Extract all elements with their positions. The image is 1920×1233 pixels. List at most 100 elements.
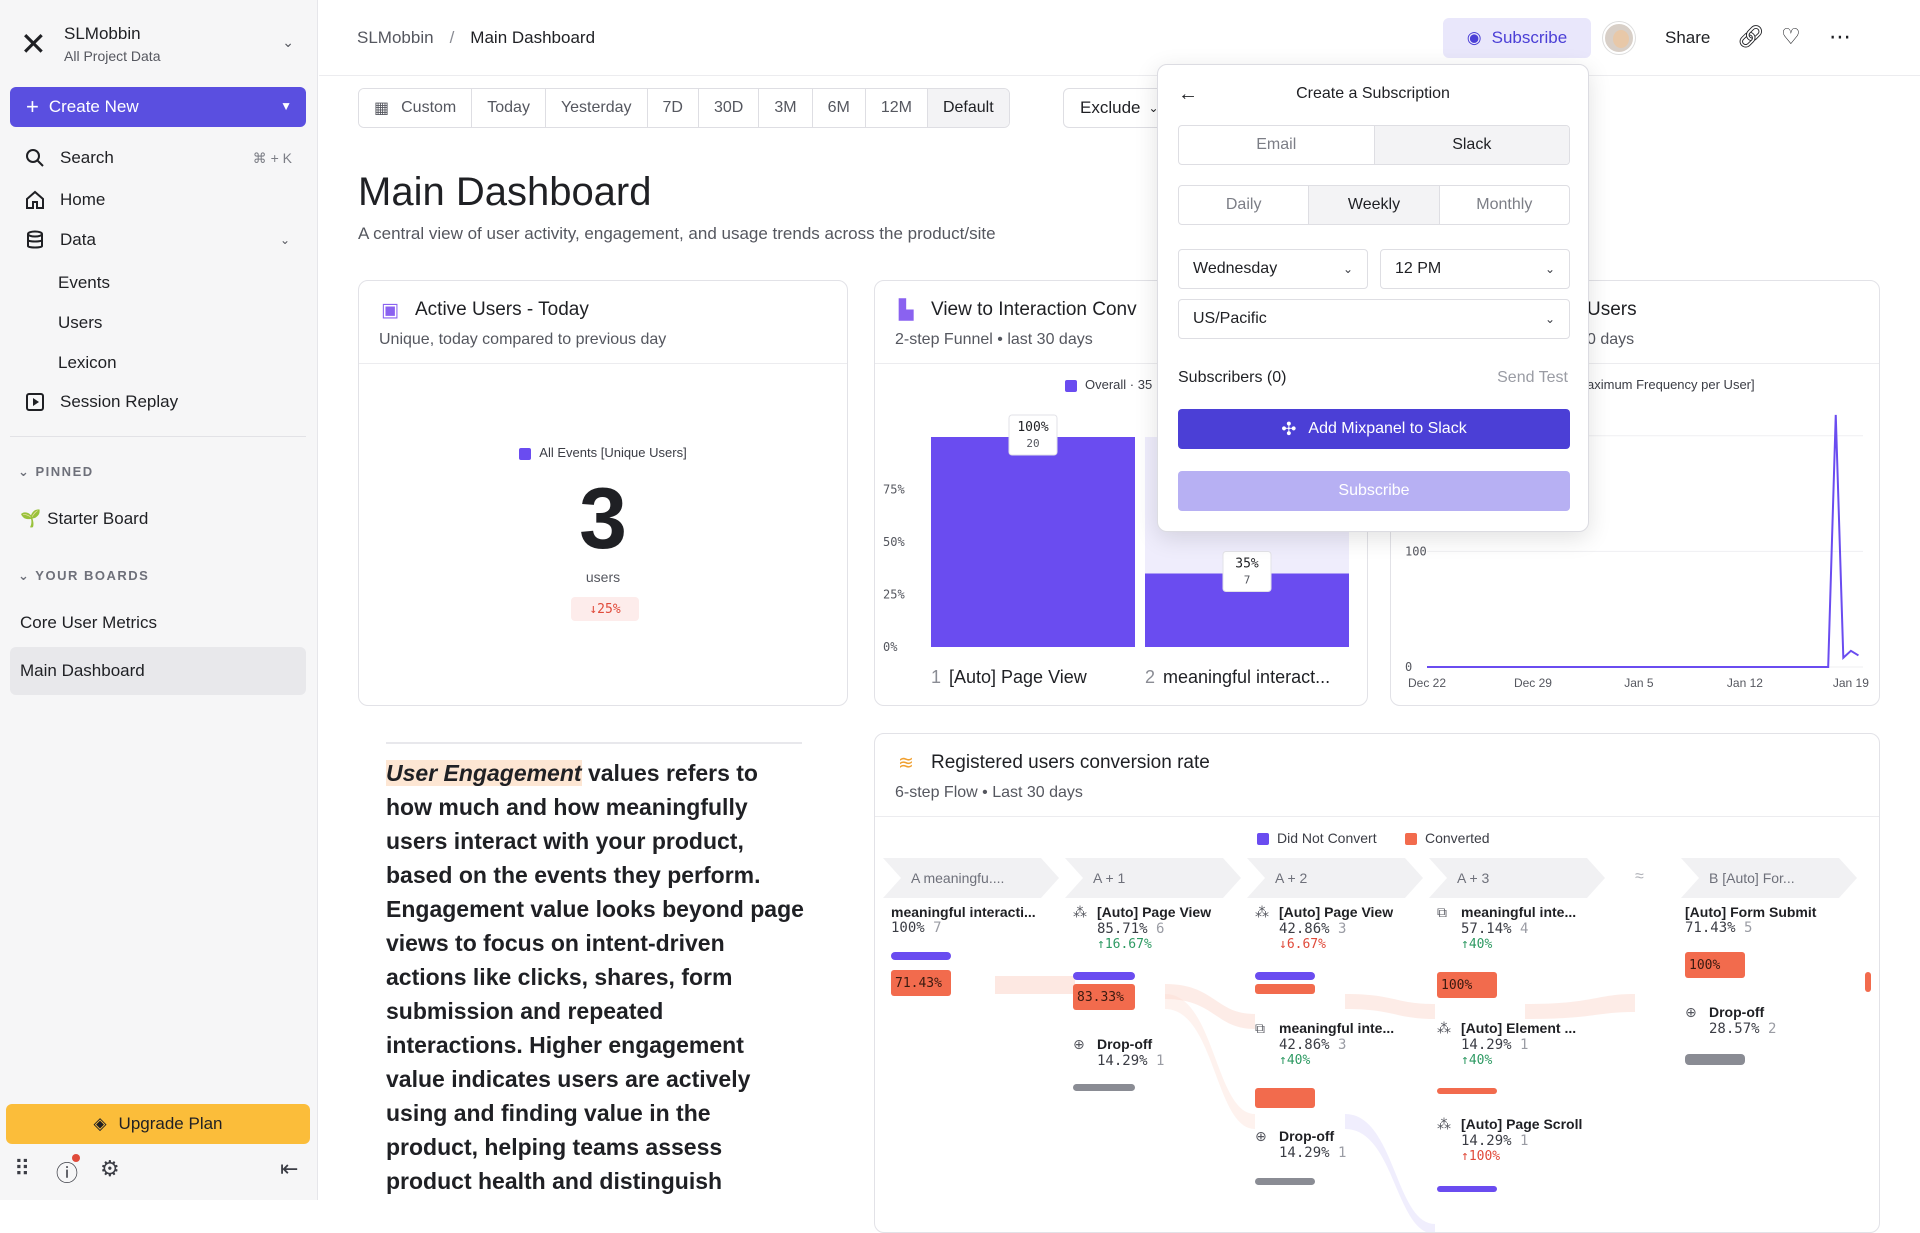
workspace-sub: All Project Data <box>64 48 161 64</box>
board-starter[interactable]: 🌱 Starter Board <box>10 495 306 543</box>
subscribe-submit-button[interactable]: Subscribe <box>1178 471 1570 511</box>
flow-node[interactable]: ⁂ [Auto] Page View 42.86% 3 ↓6.67% <box>1255 904 1393 952</box>
flow-bar <box>1255 1178 1315 1185</box>
flow-step-header[interactable]: A meaningfu.... <box>883 858 1059 898</box>
apps-grid-icon[interactable]: ⠿ <box>14 1156 31 1181</box>
board-main-dashboard[interactable]: Main Dashboard <box>10 647 306 695</box>
slack-icon: ✣ <box>1281 418 1297 439</box>
node-pct: 28.57% <box>1709 1021 1760 1037</box>
range-30d[interactable]: 30D <box>698 89 760 127</box>
data-label-pct: 100% <box>1017 420 1048 435</box>
heart-icon[interactable]: ♡ <box>1781 24 1801 49</box>
sidebar-item-search[interactable]: Search ⌘ + K <box>10 140 306 176</box>
flow-node[interactable]: ⧉ meaningful inte... 42.86% 3 ↑40% <box>1255 1020 1394 1068</box>
node-count: 4 <box>1520 921 1529 937</box>
send-test-button[interactable]: Send Test <box>1497 369 1568 386</box>
flow-step-header[interactable]: A + 1 <box>1065 858 1241 898</box>
time-select[interactable]: 12 PM ⌄ <box>1380 249 1570 289</box>
pinned-section-header[interactable]: ⌄ PINNED <box>18 464 94 480</box>
cursor-click-icon: ⁂ <box>1437 1116 1451 1132</box>
breadcrumb-root[interactable]: SLMobbin <box>357 28 434 47</box>
converted-badge: 83.33% <box>1073 984 1135 1010</box>
drop-off-node[interactable]: ⊕ Drop-off 28.57% 2 <box>1685 1004 1776 1037</box>
active-users-card[interactable]: ▣ Active Users - Today Unique, today comp… <box>358 280 848 706</box>
subscribe-button[interactable]: ◉ Subscribe <box>1443 18 1591 58</box>
flow-step-header[interactable]: A + 2 <box>1247 858 1423 898</box>
frequency-daily[interactable]: Daily <box>1179 186 1310 224</box>
upgrade-label: Upgrade Plan <box>118 1114 223 1133</box>
category-label: meaningful interact... <box>1163 667 1330 687</box>
range-yesterday[interactable]: Yesterday <box>545 89 648 127</box>
converted-badge: 71.43% <box>891 970 951 996</box>
data-label-box <box>1008 414 1058 456</box>
y-tick-label: 75% <box>883 483 905 497</box>
range-12m[interactable]: 12M <box>865 89 928 127</box>
converted-bar <box>1865 972 1871 992</box>
gear-icon[interactable]: ⚙ <box>100 1156 120 1181</box>
range-7d[interactable]: 7D <box>647 89 699 127</box>
range-custom[interactable]: ▦ Custom <box>359 89 473 127</box>
sidebar-item-data[interactable]: Data ⌄ <box>10 222 306 258</box>
series-line[interactable] <box>1427 414 1859 668</box>
flow-node[interactable]: ⁂ [Auto] Page Scroll 14.29% 1 ↑100% <box>1437 1116 1582 1164</box>
y-tick-label: 25% <box>883 588 905 602</box>
flow-step-header[interactable]: B [Auto] For... <box>1681 858 1857 898</box>
create-new-button[interactable]: + Create New ▼ <box>10 87 306 127</box>
sidebar-item-session-replay[interactable]: Session Replay <box>10 384 306 420</box>
add-to-slack-button[interactable]: ✣ Add Mixpanel to Slack <box>1178 409 1570 449</box>
sidebar-item-home[interactable]: Home <box>10 182 306 218</box>
node-delta: ↑40% <box>1461 1053 1493 1068</box>
arrow-down-circle-icon: ⊕ <box>1685 1004 1697 1020</box>
arrow-left-icon[interactable]: ← <box>1178 83 1198 105</box>
help-icon[interactable]: ⓘ <box>56 1154 80 1188</box>
collapse-sidebar-icon[interactable]: ⇤ <box>280 1156 299 1181</box>
legend-label: aximum Frequency per User] <box>1587 377 1755 392</box>
range-6m[interactable]: 6M <box>812 89 866 127</box>
range-default[interactable]: Default <box>927 89 1009 127</box>
range-3m[interactable]: 3M <box>759 89 813 127</box>
timezone-select[interactable]: US/Pacific ⌄ <box>1178 299 1570 339</box>
board-core-user-metrics[interactable]: Core User Metrics <box>20 613 157 632</box>
drop-off-node[interactable]: ⊕ Drop-off 14.29% 1 <box>1073 1036 1164 1069</box>
channel-email[interactable]: Email <box>1179 126 1375 164</box>
drop-off-node[interactable]: ⊕ Drop-off 14.29% 1 <box>1255 1128 1346 1161</box>
flow-node[interactable]: ⁂ [Auto] Element ... 14.29% 1 ↑40% <box>1437 1020 1576 1068</box>
mixpanel-logo-icon: ✕ <box>20 26 47 62</box>
upgrade-plan-button[interactable]: ◈ Upgrade Plan <box>6 1104 310 1144</box>
frequency-weekly[interactable]: Weekly <box>1309 186 1440 224</box>
data-label-count: 20 <box>1026 437 1039 450</box>
flow-node[interactable]: ⁂ [Auto] Page View 85.71% 6 ↑16.67% <box>1073 904 1211 952</box>
y-tick-label: 0% <box>883 640 898 654</box>
sidebar-item-events[interactable]: Events <box>58 273 110 292</box>
share-button[interactable]: Share <box>1665 28 1711 47</box>
flow-node[interactable]: meaningful interacti... 100% 7 <box>891 904 1036 936</box>
collapsed-steps-icon[interactable]: ≈ <box>1635 868 1644 885</box>
flow-step-header[interactable]: A + 3 <box>1429 858 1605 898</box>
flow-node[interactable]: ⧉ meaningful inte... 57.14% 4 ↑40% <box>1437 904 1576 952</box>
card-subtitle: Unique, today compared to previous day <box>379 331 667 348</box>
link-icon[interactable]: 🔗︎ <box>1737 24 1765 49</box>
more-icon[interactable]: ⋯ <box>1829 24 1851 49</box>
flow-card[interactable]: ≋ Registered users conversion rate 6-step… <box>874 733 1880 1233</box>
day-select[interactable]: Wednesday ⌄ <box>1178 249 1368 289</box>
your-boards-section-header[interactable]: ⌄ YOUR BOARDS <box>18 568 149 584</box>
chevron-down-icon: ▼ <box>280 99 292 113</box>
sidebar-item-users[interactable]: Users <box>58 313 103 332</box>
frequency-monthly[interactable]: Monthly <box>1476 196 1533 213</box>
data-label-pct: 35% <box>1235 557 1259 572</box>
legend-label: Did Not Convert <box>1277 830 1377 846</box>
plus-icon: + <box>26 94 39 119</box>
sidebar-item-lexicon[interactable]: Lexicon <box>58 353 117 372</box>
range-today[interactable]: Today <box>472 89 546 127</box>
funnel-bar[interactable] <box>931 437 1135 647</box>
flow-node[interactable]: [Auto] Form Submit 71.43% 5 <box>1685 904 1816 936</box>
range-label: Custom <box>401 99 457 116</box>
exclude-dropdown[interactable]: Exclude ⌄ <box>1063 88 1165 128</box>
node-name: [Auto] Element ... <box>1461 1020 1577 1036</box>
legend-label: All Events [Unique Users] <box>539 445 687 460</box>
node-pct: 14.29% <box>1279 1145 1330 1161</box>
avatar[interactable] <box>1603 22 1635 54</box>
workspace-switcher[interactable]: ✕ SLMobbin All Project Data ⌄ <box>18 20 300 70</box>
metric-unit: users <box>585 569 621 585</box>
channel-slack[interactable]: Slack <box>1374 126 1569 164</box>
